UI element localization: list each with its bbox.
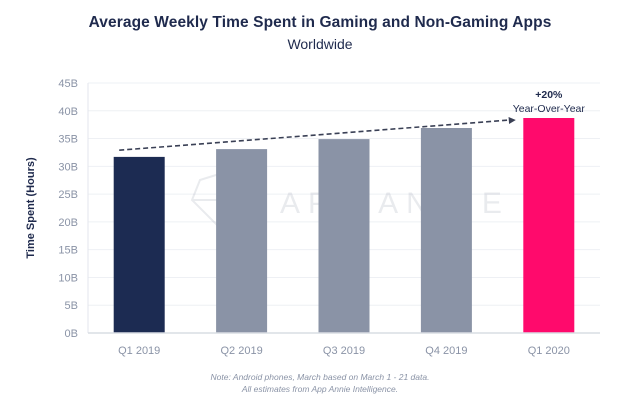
footnote-line-1: Note: Android phones, March based on Mar…	[210, 372, 430, 382]
x-tick-labels: Q1 2019 Q2 2019 Q3 2019 Q4 2019 Q1 2020	[118, 345, 570, 357]
axes	[87, 83, 600, 334]
y-tick-label: 20B	[58, 217, 78, 229]
x-tick-label: Q2 2019	[220, 345, 262, 357]
x-tick-label: Q1 2019	[118, 345, 160, 357]
bar-q4-2019	[420, 128, 472, 333]
bar-q1-2019	[113, 156, 165, 333]
y-tick-label: 0B	[65, 328, 78, 340]
trend-dashed-line	[119, 119, 510, 152]
gridlines	[88, 82, 600, 306]
y-tick-label: 15B	[58, 245, 78, 257]
y-axis-label: Time Spent (Hours)	[25, 157, 37, 259]
yoy-headline: +20%	[535, 89, 563, 101]
arrowhead-icon	[508, 117, 516, 125]
bars	[113, 118, 575, 333]
yoy-annotation: +20% Year-Over-Year	[119, 89, 586, 152]
y-tick-label: 30B	[58, 161, 78, 173]
y-tick-label: 5B	[65, 300, 78, 312]
x-tick-label: Q1 2020	[528, 345, 570, 357]
y-tick-label: 40B	[58, 106, 78, 118]
y-tick-labels: 0B 5B 10B 15B 20B 25B 30B 35B 40B 45B	[58, 78, 78, 340]
chart-subtitle: Worldwide	[287, 36, 353, 52]
bar-q1-2020	[523, 118, 575, 333]
chart-title: Average Weekly Time Spent in Gaming and …	[88, 14, 552, 31]
footnote-line-2: All estimates from App Annie Intelligenc…	[241, 384, 399, 394]
x-tick-label: Q4 2019	[425, 345, 467, 357]
yoy-label: Year-Over-Year	[513, 103, 586, 115]
watermark-text: APP ANNIE	[280, 187, 510, 220]
x-tick-label: Q3 2019	[323, 345, 365, 357]
y-tick-label: 35B	[58, 134, 78, 146]
y-tick-label: 25B	[58, 189, 78, 201]
y-tick-label: 10B	[58, 272, 78, 284]
y-tick-label: 45B	[58, 78, 78, 90]
bar-q3-2019	[318, 139, 370, 333]
bar-q2-2019	[216, 149, 268, 333]
